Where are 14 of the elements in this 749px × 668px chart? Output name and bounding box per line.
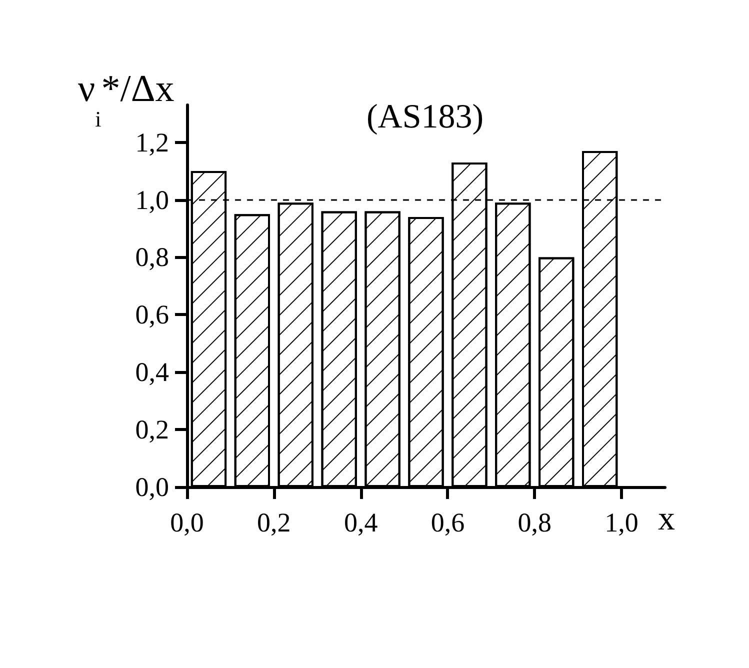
y-tick-label: 1,0 [135,184,169,215]
x-tick-label: 0,6 [430,508,465,538]
x-tick-label: 0,0 [170,508,204,538]
chart-title: (AS183) [366,98,484,136]
x-axis-title: x [658,500,675,538]
y-tick-label: 0,4 [135,357,170,388]
x-tick-label: 0,2 [257,508,291,538]
y-tick-label: 0,2 [135,414,169,445]
y-tick-label: 0,8 [135,242,169,272]
y-tick-label: 0,6 [135,300,169,330]
x-tick-label: 1,0 [604,508,638,538]
x-tick-label: 0,8 [518,508,552,538]
x-tick-label: 0,4 [344,508,378,538]
y-tick-label: 0,0 [135,472,169,502]
